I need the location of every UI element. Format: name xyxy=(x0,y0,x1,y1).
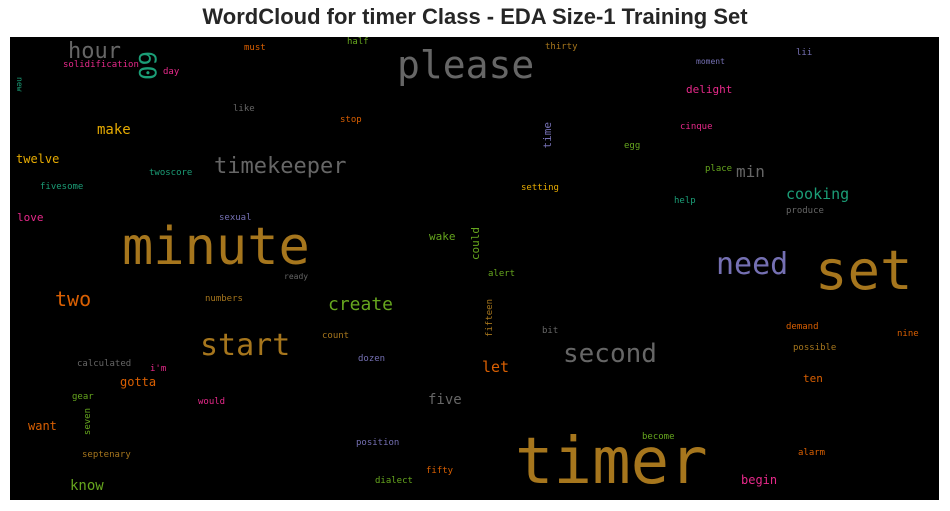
word-five: five xyxy=(428,392,462,408)
word-start: start xyxy=(200,328,291,363)
word-fivesome: fivesome xyxy=(40,182,84,192)
word-lii: lii xyxy=(796,48,813,58)
word-cinque: cinque xyxy=(680,122,713,132)
word-become: become xyxy=(642,432,675,442)
word-place: place xyxy=(705,164,733,174)
word-wake: wake xyxy=(429,230,456,243)
word-alert: alert xyxy=(488,269,516,279)
word-create: create xyxy=(328,294,394,315)
word-count: count xyxy=(322,331,350,341)
word-twelve: twelve xyxy=(16,152,60,166)
word-gear: gear xyxy=(72,392,94,402)
word-fifteen: fifteen xyxy=(485,299,495,337)
word-numbers: numbers xyxy=(205,294,243,304)
word-timer: timer xyxy=(515,425,708,499)
word-new: new xyxy=(15,77,24,92)
word-moment: moment xyxy=(696,57,725,66)
word-fifty: fifty xyxy=(426,466,454,476)
word-two: two xyxy=(55,287,92,311)
word-solidification: solidification xyxy=(63,60,139,70)
word-bit: bit xyxy=(542,326,559,336)
word-twoscore: twoscore xyxy=(149,168,193,178)
word-let: let xyxy=(482,358,510,376)
word-calculated: calculated xyxy=(77,359,132,369)
word-want: want xyxy=(28,419,57,433)
word-second: second xyxy=(563,339,657,369)
word-ready: ready xyxy=(284,272,309,281)
word-time: time xyxy=(541,122,554,149)
word-ten: ten xyxy=(803,372,823,385)
chart-title: WordCloud for timer Class - EDA Size-1 T… xyxy=(202,4,748,29)
word-help: help xyxy=(674,196,696,206)
word-dialect: dialect xyxy=(375,476,413,486)
word-nine: nine xyxy=(897,329,919,339)
word-begin: begin xyxy=(741,473,778,487)
word-please: please xyxy=(397,43,535,87)
word-day: day xyxy=(163,67,180,77)
word-position: position xyxy=(356,438,400,448)
word-half: half xyxy=(347,37,369,47)
word-dozen: dozen xyxy=(358,354,386,364)
word-min: min xyxy=(736,162,765,181)
word-sexual: sexual xyxy=(219,213,252,223)
word-delight: delight xyxy=(686,83,733,96)
word-gotta: gotta xyxy=(120,375,157,389)
word-minute: minute xyxy=(122,217,310,277)
word-demand: demand xyxy=(786,322,819,332)
word-thirty: thirty xyxy=(545,42,578,52)
word-cooking: cooking xyxy=(786,185,850,203)
word-alarm: alarm xyxy=(798,448,826,458)
word-egg: egg xyxy=(624,141,641,151)
word-possible: possible xyxy=(793,343,837,353)
word-like: like xyxy=(233,104,255,114)
word-need: need xyxy=(716,247,789,282)
word-hour: hour xyxy=(68,39,121,64)
word-cloud: timer minute set please start need secon… xyxy=(10,37,939,500)
word-stop: stop xyxy=(340,115,362,125)
word-know: know xyxy=(70,478,104,494)
word-im: i'm xyxy=(150,364,167,374)
word-would: would xyxy=(198,397,226,407)
word-produce: produce xyxy=(786,206,824,216)
word-septenary: septenary xyxy=(82,450,131,460)
word-setting: setting xyxy=(521,183,559,193)
word-make: make xyxy=(97,122,131,138)
word-love: love xyxy=(17,211,44,224)
word-seven: seven xyxy=(83,408,93,436)
word-timekeeper: timekeeper xyxy=(214,154,347,179)
word-must: must xyxy=(244,43,266,53)
word-60: 60 xyxy=(133,51,161,80)
word-set: set xyxy=(815,239,913,302)
word-could: could xyxy=(469,227,482,261)
